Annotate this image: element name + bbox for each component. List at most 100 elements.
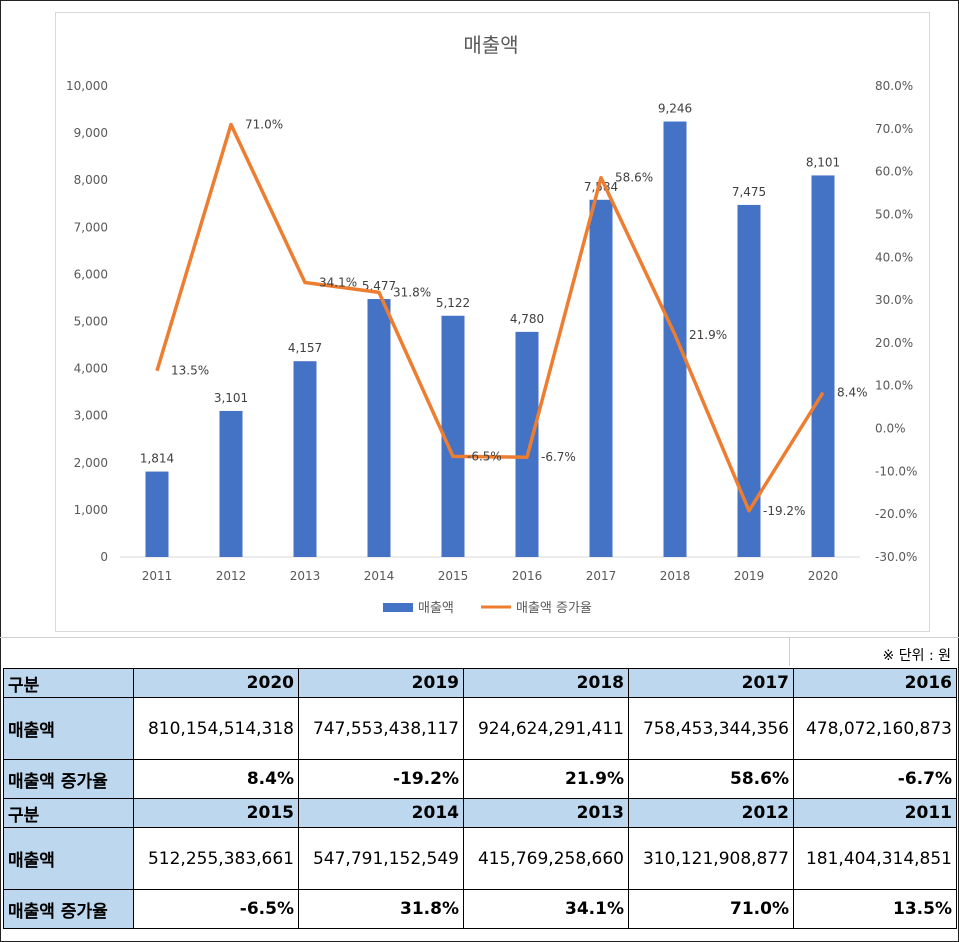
y2-tick-label: -30.0%	[875, 550, 917, 564]
line-data-label: 58.6%	[615, 171, 653, 185]
table-header-row: 구분 2015 2014 2013 2012 2011	[3, 798, 957, 828]
line-data-labels: 13.5% 71.0% 34.1% 31.8% -6.5% -6.7% 58.6% 21.9%…	[171, 118, 868, 518]
line-data-label: -6.5%	[467, 449, 502, 463]
bar	[367, 299, 391, 557]
legend: 매출액 매출액 증가율	[383, 601, 592, 616]
bar-data-label: 5,122	[436, 296, 470, 310]
bar	[145, 471, 169, 557]
x-tick-label: 2016	[512, 569, 543, 583]
bar-data-label: 7,475	[732, 185, 766, 199]
growth-cell: -19.2%	[298, 759, 464, 799]
growth-cell: 58.6%	[628, 759, 794, 799]
bar	[589, 199, 613, 558]
line-data-label: 31.8%	[393, 285, 431, 299]
x-tick-label: 2018	[660, 569, 691, 583]
x-tick-label: 2019	[734, 569, 765, 583]
y-tick-label: 8,000	[74, 173, 108, 187]
y2-tick-label: 70.0%	[875, 122, 913, 136]
header-label-cell: 구분	[3, 668, 134, 698]
revenue-cell: 747,553,438,117	[298, 697, 464, 760]
row-label-cell: 매출액 증가율	[3, 889, 134, 929]
row-label-cell: 매출액 증가율	[3, 759, 134, 799]
revenue-row: 매출액 810,154,514,318 747,553,438,117 924,624…	[3, 697, 957, 760]
row-label-cell: 매출액	[3, 697, 134, 760]
revenue-cell: 181,404,314,851	[793, 827, 957, 890]
bar	[737, 204, 761, 558]
line-data-label: -6.7%	[541, 450, 576, 464]
y-tick-label: 0	[100, 550, 108, 564]
year-header-cell: 2014	[298, 798, 464, 828]
revenue-cell: 478,072,160,873	[793, 697, 957, 760]
x-tick-label: 2013	[290, 569, 321, 583]
y-tick-label: 7,000	[74, 220, 108, 234]
y2-tick-label: 50.0%	[875, 207, 913, 221]
legend-label-growth: 매출액 증가율	[516, 601, 592, 616]
bar-data-label: 3,101	[214, 391, 248, 405]
row-label-cell: 매출액	[3, 827, 134, 890]
revenue-cell: 924,624,291,411	[463, 697, 629, 760]
unit-note: ※ 단위 : 원	[882, 648, 951, 664]
y-tick-label: 5,000	[74, 315, 108, 329]
year-header-cell: 2019	[298, 668, 464, 698]
bar	[441, 315, 465, 557]
revenue-row: 매출액 512,255,383,661 547,791,152,549 415,769…	[3, 827, 957, 890]
y2-tick-label: 30.0%	[875, 293, 913, 307]
y-tick-label: 6,000	[74, 267, 108, 281]
line-data-label: -19.2%	[763, 504, 805, 518]
x-tick-label: 2011	[142, 569, 173, 583]
year-header-cell: 2018	[463, 668, 629, 698]
revenue-cell: 415,769,258,660	[463, 827, 629, 890]
growth-cell: -6.7%	[793, 759, 957, 799]
year-header-cell: 2020	[133, 668, 299, 698]
y2-tick-label: 60.0%	[875, 165, 913, 179]
y-tick-label: 1,000	[74, 503, 108, 517]
year-header-cell: 2013	[463, 798, 629, 828]
bar-data-label: 7,584	[584, 180, 618, 194]
line-data-label: 8.4%	[837, 386, 868, 400]
line-data-label: 71.0%	[245, 118, 283, 132]
y2-tick-label: 0.0%	[875, 422, 906, 436]
year-header-cell: 2015	[133, 798, 299, 828]
bar-data-label: 8,101	[806, 155, 840, 169]
revenue-cell: 547,791,152,549	[298, 827, 464, 890]
growth-row: 매출액 증가율 -6.5% 31.8% 34.1% 71.0% 13.5%	[3, 889, 957, 929]
y-tick-label: 9,000	[74, 126, 108, 140]
sheet-gridline	[789, 637, 790, 666]
revenue-cell: 310,121,908,877	[628, 827, 794, 890]
line-data-label: 21.9%	[689, 328, 727, 342]
chart: 매출액 0 1,000 2,000 3,000 4,000 5,000 6,000 7,000…	[66, 33, 917, 616]
table-header-row: 구분 2020 2019 2018 2017 2016	[3, 668, 957, 698]
y-tick-label: 4,000	[74, 362, 108, 376]
sheet-gridline	[0, 637, 959, 638]
growth-cell: 13.5%	[793, 889, 957, 929]
x-tick-label: 2012	[216, 569, 247, 583]
y2-tick-label: 80.0%	[875, 79, 913, 93]
revenue-cell: 512,255,383,661	[133, 827, 299, 890]
legend-label-revenue: 매출액	[418, 601, 454, 616]
line-series	[155, 122, 825, 513]
bar	[515, 331, 539, 557]
bar	[811, 175, 835, 557]
growth-cell: 34.1%	[463, 889, 629, 929]
bar-data-label: 4,157	[288, 341, 322, 355]
y-tick-label: 2,000	[74, 456, 108, 470]
y2-tick-label: 40.0%	[875, 250, 913, 264]
y2-tick-label: -10.0%	[875, 464, 917, 478]
growth-cell: 71.0%	[628, 889, 794, 929]
bar-data-label: 4,780	[510, 312, 544, 326]
bar-data-label: 9,246	[658, 102, 692, 116]
year-header-cell: 2016	[793, 668, 957, 698]
bar	[293, 361, 317, 557]
year-header-cell: 2011	[793, 798, 957, 828]
y-axis-right: -30.0% -20.0% -10.0% 0.0% 10.0% 20.0% 30.0% 40.…	[875, 79, 917, 564]
revenue-cell: 810,154,514,318	[133, 697, 299, 760]
revenue-table: 구분 2020 2019 2018 2017 2016 매출액 810,154,514,318…	[3, 668, 957, 929]
year-header-cell: 2017	[628, 668, 794, 698]
bar	[219, 410, 243, 557]
year-header-cell: 2012	[628, 798, 794, 828]
legend-swatch-revenue	[383, 603, 413, 612]
x-tick-label: 2017	[586, 569, 617, 583]
y2-tick-label: 20.0%	[875, 336, 913, 350]
bar-data-label: 1,814	[140, 452, 174, 466]
y2-tick-label: 10.0%	[875, 379, 913, 393]
